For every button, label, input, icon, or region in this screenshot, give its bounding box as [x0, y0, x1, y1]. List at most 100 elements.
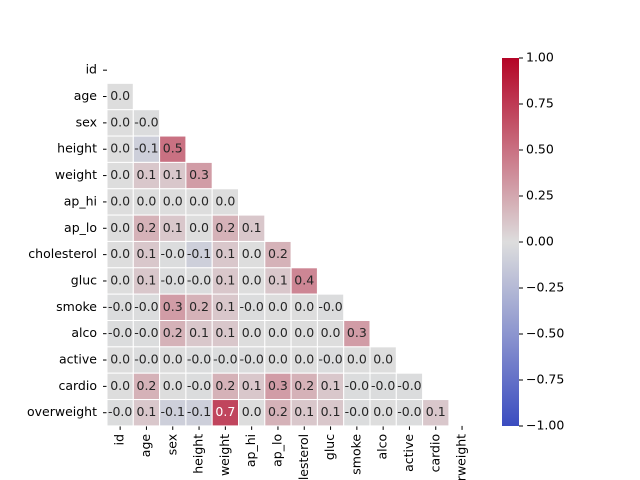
cell-label: 0.0	[110, 220, 130, 235]
cell-label: 0.1	[321, 378, 341, 393]
cell-label: 0.0	[163, 378, 183, 393]
y-tick-label: overweight	[27, 404, 97, 419]
x-tick-label: active	[401, 434, 416, 472]
heatmap-cell	[132, 267, 161, 295]
heatmap-cell	[316, 399, 345, 427]
heatmap-cell	[238, 293, 266, 321]
y-tick-label: ap_hi	[64, 193, 97, 208]
heatmap-cell	[238, 346, 266, 374]
colorbar-tick-label: −0.25	[526, 280, 564, 295]
heatmap-cell	[132, 320, 161, 348]
heatmap-cell	[290, 346, 318, 374]
cell-label: 0.1	[268, 272, 288, 287]
cell-label: 0.0	[242, 272, 262, 287]
cell-label: -0.0	[108, 299, 132, 314]
heatmap-cell	[238, 399, 266, 427]
cell-label: 0.0	[163, 193, 183, 208]
x-tick-label: sex	[164, 434, 179, 455]
cell-label: 0.0	[110, 272, 130, 287]
cell-label: 0.1	[163, 220, 183, 235]
cell-label: -0.0	[134, 114, 158, 129]
x-tick-label: age	[138, 434, 153, 458]
heatmap-cell	[159, 346, 187, 374]
heatmap-cell	[185, 267, 213, 295]
x-tick-label: gluc	[322, 434, 337, 460]
cell-label: -0.1	[134, 141, 158, 156]
x-tick-label: alco	[375, 434, 390, 460]
cell-label: -0.0	[318, 352, 342, 367]
cell-label: 0.3	[347, 325, 367, 340]
x-tick-label: overweight	[454, 434, 469, 480]
cell-label: 0.0	[189, 220, 209, 235]
cell-label: 0.2	[268, 404, 288, 419]
cell-label: 0.1	[163, 167, 183, 182]
heatmap-cell	[238, 240, 266, 269]
cell-label: 0.0	[110, 88, 130, 103]
cell-label: -0.0	[397, 378, 421, 393]
heatmap-cell	[395, 372, 424, 401]
cell-label: 0.0	[321, 325, 341, 340]
cell-label: 0.7	[215, 404, 235, 419]
cell-label: 0.0	[110, 246, 130, 261]
heatmap-cell	[422, 399, 450, 427]
heatmap-cell	[211, 214, 239, 242]
y-tick-label: age	[74, 88, 98, 103]
cell-label: 0.0	[110, 114, 130, 129]
heatmap-cell	[238, 214, 266, 242]
y-tick-label: cardio	[58, 378, 97, 393]
heatmap-cell	[185, 188, 213, 216]
cell-label: 0.0	[294, 352, 314, 367]
heatmap-cell	[343, 346, 371, 374]
cell-label: -0.0	[345, 404, 369, 419]
cell-label: 0.2	[189, 299, 209, 314]
cell-label: 0.2	[215, 378, 235, 393]
cell-label: 0.0	[268, 325, 288, 340]
cell-label: 0.0	[242, 404, 262, 419]
cell-label: 0.0	[347, 352, 367, 367]
cell-label: -0.0	[187, 378, 211, 393]
heatmap-cell	[211, 320, 239, 348]
y-tick-label: alco	[71, 325, 97, 340]
cell-label: 0.0	[163, 352, 183, 367]
heatmap-cell	[290, 399, 318, 427]
heatmap-cell	[264, 346, 292, 374]
heatmap-cell	[132, 346, 161, 374]
cell-label: -0.0	[397, 404, 421, 419]
cell-label: 0.0	[373, 404, 393, 419]
cell-label: 0.3	[189, 167, 209, 182]
heatmap-cell	[264, 267, 292, 295]
y-tick-label: height	[57, 141, 97, 156]
colorbar-tick-label: −1.00	[526, 418, 564, 433]
heatmap-cell	[369, 399, 397, 427]
x-tick-label: smoke	[348, 434, 363, 475]
heatmap-cell	[343, 320, 371, 348]
heatmap-cell	[132, 399, 161, 427]
cell-label: 0.0	[268, 352, 288, 367]
y-tick-label: weight	[55, 167, 97, 182]
cell-label: 0.2	[163, 325, 183, 340]
x-tick-label: weight	[217, 434, 232, 476]
cell-label: 0.0	[242, 325, 262, 340]
cell-label: 0.0	[373, 352, 393, 367]
cell-label: 0.0	[294, 325, 314, 340]
x-tick-label: ap_lo	[269, 434, 284, 467]
cell-label: 0.0	[189, 193, 209, 208]
x-tick-label: cholesterol	[296, 434, 311, 480]
heatmap-cell	[159, 240, 187, 269]
heatmap-cell	[343, 372, 371, 401]
heatmap-cell	[132, 214, 161, 242]
colorbar-tick-label: 0.25	[526, 188, 554, 203]
heatmap-cell	[264, 399, 292, 427]
cell-label: 0.2	[137, 220, 157, 235]
heatmap-cell	[185, 240, 213, 269]
colorbar-tick-label: −0.75	[526, 372, 564, 387]
cell-label: 0.1	[137, 404, 157, 419]
y-tick-label: sex	[76, 114, 97, 129]
cell-label: 0.1	[242, 220, 262, 235]
cell-label: 0.2	[294, 378, 314, 393]
cell-label: 0.1	[426, 404, 446, 419]
heatmap-cell	[132, 293, 161, 321]
y-tick-label: ap_lo	[64, 220, 97, 235]
cell-label: 0.0	[110, 141, 130, 156]
colorbar-tick-label: 0.00	[526, 234, 554, 249]
